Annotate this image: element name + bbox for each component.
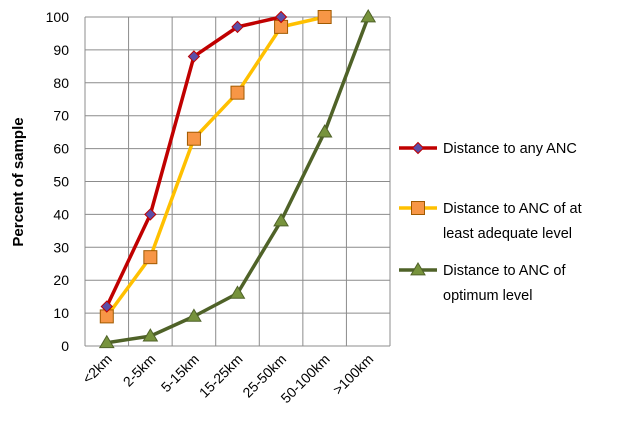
y-tick-label: 40 — [53, 206, 69, 222]
x-tick-label: 2-5km — [120, 351, 159, 390]
y-tick-label: 60 — [53, 141, 69, 157]
legend-item-3: Distance to ANC of optimum level — [399, 262, 566, 304]
x-tick-label: <2km — [79, 351, 115, 387]
y-tick-label: 70 — [53, 108, 69, 124]
data-point — [186, 308, 202, 322]
series-1 — [100, 10, 288, 313]
series-3 — [98, 9, 377, 349]
x-tick-label: 15-25km — [196, 351, 246, 401]
data-point — [144, 208, 157, 221]
y-tick-label: 20 — [53, 272, 69, 288]
data-point — [360, 9, 377, 23]
y-tick-label: 50 — [53, 174, 69, 190]
legend-label: least adequate level — [443, 226, 572, 242]
legend-label: optimum level — [443, 288, 532, 304]
data-point — [142, 328, 159, 342]
data-point — [98, 334, 115, 349]
legend-label: Distance to any ANC — [443, 141, 577, 157]
y-axis-label: Percent of sample — [10, 117, 27, 246]
data-point — [231, 20, 244, 34]
data-point — [230, 85, 245, 100]
y-tick-label: 0 — [61, 338, 69, 354]
data-point — [187, 50, 201, 63]
data-point — [229, 285, 246, 299]
series-layer — [98, 9, 377, 349]
data-point — [100, 300, 113, 313]
data-point — [143, 250, 158, 265]
grid — [84, 16, 391, 347]
x-tick-label: >100km — [330, 351, 377, 398]
y-tick-label: 30 — [53, 239, 69, 255]
legend: Distance to any ANC Distance to ANC of at… — [399, 141, 582, 304]
data-point — [273, 212, 289, 227]
data-point — [317, 10, 332, 24]
series-line — [105, 15, 326, 318]
legend-item-1: Distance to any ANC — [399, 141, 577, 157]
data-point — [274, 10, 288, 24]
y-ticks: 0 10 20 30 40 50 60 70 80 90 100 — [46, 9, 70, 354]
legend-label: Distance to ANC of — [443, 263, 566, 279]
x-ticks: <2km 2-5km 5-15km15-25km25-50km50-100km>10… — [79, 351, 376, 406]
data-point — [410, 262, 426, 276]
series-2 — [99, 10, 332, 324]
data-point — [186, 131, 201, 146]
y-tick-label: 80 — [53, 75, 69, 91]
legend-item-2: Distance to ANC of at least adequate leve… — [399, 201, 582, 242]
y-tick-label: 100 — [46, 9, 70, 25]
y-tick-label: 10 — [53, 305, 69, 321]
data-point — [411, 201, 425, 215]
legend-label: Distance to ANC of at — [443, 201, 582, 217]
y-tick-label: 90 — [53, 42, 69, 58]
data-point — [316, 124, 333, 138]
data-point — [411, 141, 425, 155]
